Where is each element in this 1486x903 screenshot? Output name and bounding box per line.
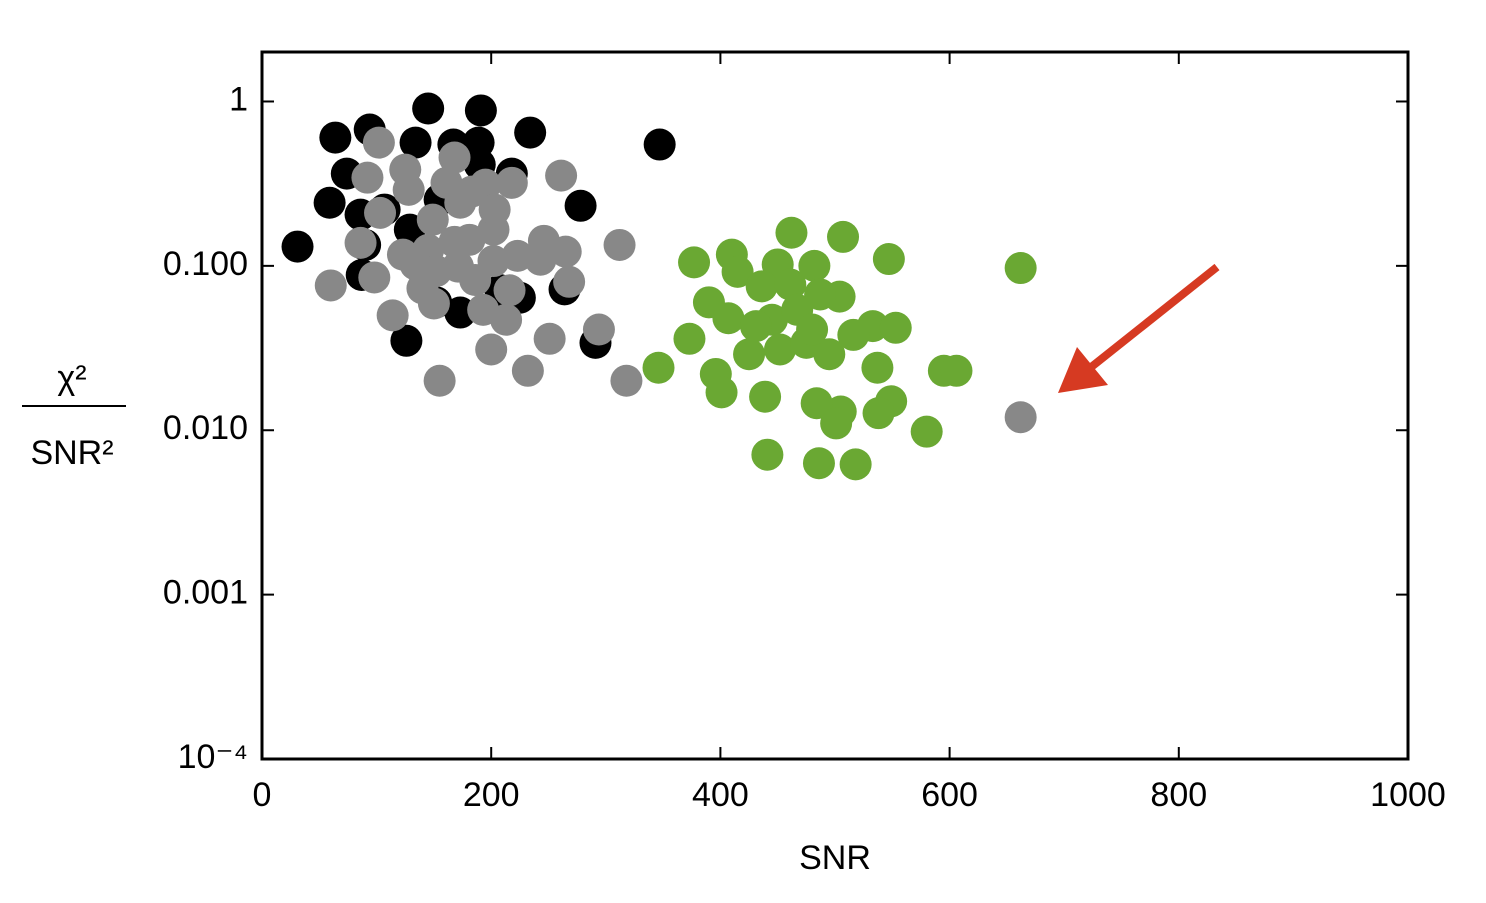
point (313, 186, 346, 219)
x-tick-label: 800 (1150, 776, 1207, 814)
point (412, 92, 445, 125)
point (511, 354, 544, 387)
x-axis-label: SNR (799, 839, 871, 877)
point (1004, 401, 1037, 434)
point (837, 318, 870, 351)
y-tick-label: 0.100 (163, 245, 248, 283)
point (712, 302, 745, 335)
point (464, 94, 497, 127)
point (774, 268, 807, 301)
point (390, 324, 423, 357)
point (438, 141, 471, 174)
point (493, 274, 526, 307)
y-tick-label: 0.010 (163, 409, 248, 447)
point (423, 364, 456, 397)
marks (281, 92, 1037, 481)
arrow-shaft (1087, 263, 1220, 372)
point (417, 287, 450, 320)
point (533, 322, 566, 355)
point (1004, 252, 1037, 285)
point (603, 228, 636, 261)
point (314, 269, 347, 302)
point (469, 168, 502, 201)
y-tick-label: 1 (229, 80, 248, 118)
point (610, 364, 643, 397)
point (802, 447, 835, 480)
x-tick-label: 0 (253, 776, 272, 814)
point (475, 333, 508, 366)
point (642, 351, 675, 384)
point (775, 216, 808, 249)
point (763, 333, 796, 366)
annotation-arrow (1058, 263, 1220, 393)
point (739, 310, 772, 343)
x-tick-label: 600 (921, 776, 978, 814)
arrow-head (1058, 347, 1108, 393)
x-tick-label: 1000 (1370, 776, 1446, 814)
point (673, 322, 706, 355)
point (514, 116, 547, 149)
plot-frame (260, 50, 1410, 761)
point (749, 380, 782, 413)
point (399, 126, 432, 159)
point (705, 376, 738, 409)
point (721, 255, 754, 288)
point (351, 161, 384, 194)
point (344, 226, 377, 259)
point (545, 159, 578, 192)
point (376, 299, 409, 332)
point (678, 246, 711, 279)
point (319, 121, 352, 154)
point (364, 196, 397, 229)
point (467, 293, 500, 326)
point (416, 203, 449, 236)
y-tick-label: 0.001 (163, 574, 248, 612)
point (872, 243, 905, 276)
point (453, 223, 486, 256)
point (751, 438, 784, 471)
point (745, 270, 778, 303)
point (796, 313, 829, 346)
point (564, 189, 597, 222)
x-tick-label: 400 (692, 776, 749, 814)
point (733, 338, 766, 371)
point (800, 387, 833, 420)
point (459, 264, 492, 297)
point (553, 265, 586, 298)
point (362, 126, 395, 159)
point (399, 248, 432, 281)
point (358, 261, 391, 294)
point (281, 230, 314, 263)
point (879, 311, 912, 344)
point (495, 166, 528, 199)
point (940, 354, 973, 387)
point (804, 278, 837, 311)
point (910, 415, 943, 448)
point (839, 448, 872, 481)
point (862, 397, 895, 430)
y-tick-label: 10⁻⁴ (178, 738, 248, 776)
point (392, 173, 425, 206)
x-tick-label: 200 (463, 776, 520, 814)
point (643, 128, 676, 161)
point (582, 313, 615, 346)
point (820, 407, 853, 440)
point (524, 243, 557, 276)
point (798, 249, 831, 282)
y-axis-label-numerator: χ² (57, 359, 86, 397)
point (813, 338, 846, 371)
point (861, 351, 894, 384)
point (478, 193, 511, 226)
point (549, 235, 582, 268)
point (827, 220, 860, 253)
y-axis-label-denominator: SNR² (30, 434, 113, 472)
